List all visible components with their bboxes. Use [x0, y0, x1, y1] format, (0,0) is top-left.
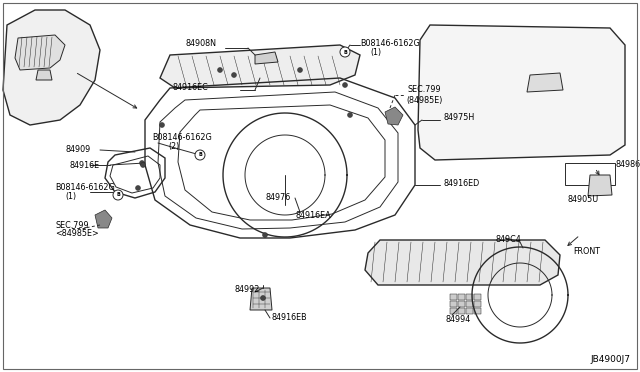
Text: 84916E: 84916E [70, 160, 100, 170]
Bar [458, 301, 465, 307]
Polygon shape [385, 107, 403, 125]
Text: B08146-6162G: B08146-6162G [55, 183, 115, 192]
Circle shape [140, 160, 145, 166]
Circle shape [348, 112, 353, 118]
Polygon shape [95, 210, 112, 228]
Text: (1): (1) [370, 48, 381, 57]
Text: 84909: 84909 [65, 145, 90, 154]
Text: 84905U: 84905U [568, 196, 599, 205]
Polygon shape [255, 52, 278, 64]
Text: <84985E>: <84985E> [55, 230, 99, 238]
Text: 849C4: 849C4 [495, 235, 521, 244]
Text: 84916EA: 84916EA [295, 211, 331, 219]
Bar [458, 308, 465, 314]
Text: 84976: 84976 [266, 193, 291, 202]
Text: FRONT: FRONT [573, 247, 600, 257]
Text: 84992: 84992 [235, 285, 260, 295]
Bar [474, 294, 481, 300]
Circle shape [262, 232, 268, 237]
Text: 84908N: 84908N [186, 39, 217, 48]
Text: SEC.799: SEC.799 [408, 86, 442, 94]
Circle shape [342, 83, 348, 87]
Bar [466, 308, 473, 314]
Circle shape [113, 190, 123, 200]
Polygon shape [365, 240, 560, 285]
Text: 84975H: 84975H [443, 113, 474, 122]
Circle shape [195, 150, 205, 160]
Text: JB4900J7: JB4900J7 [590, 355, 630, 364]
Text: SEC.799: SEC.799 [55, 221, 88, 230]
Polygon shape [15, 35, 65, 70]
Polygon shape [527, 73, 563, 92]
Bar [450, 301, 457, 307]
Polygon shape [3, 10, 100, 125]
Polygon shape [160, 45, 360, 88]
Circle shape [159, 122, 164, 128]
Circle shape [136, 186, 141, 190]
Text: 84916EC: 84916EC [172, 83, 208, 93]
Bar [458, 294, 465, 300]
Polygon shape [418, 25, 625, 160]
Text: 84916ED: 84916ED [443, 179, 479, 187]
Text: B: B [116, 192, 120, 198]
Circle shape [340, 47, 350, 57]
Text: (84985E): (84985E) [406, 96, 442, 105]
Text: 84994: 84994 [445, 315, 470, 324]
Text: B08146-6162G: B08146-6162G [152, 134, 212, 142]
Bar [450, 308, 457, 314]
Bar [466, 294, 473, 300]
Bar [565, 163, 615, 185]
Polygon shape [250, 288, 272, 310]
Circle shape [218, 67, 223, 73]
Polygon shape [588, 175, 612, 196]
Circle shape [141, 163, 145, 167]
Polygon shape [36, 70, 52, 80]
Text: B: B [343, 49, 347, 55]
Bar [450, 294, 457, 300]
Text: (1): (1) [65, 192, 76, 202]
Text: (2): (2) [168, 142, 179, 151]
Text: B08146-6162G: B08146-6162G [360, 39, 420, 48]
Text: B: B [198, 153, 202, 157]
Circle shape [232, 73, 237, 77]
Circle shape [298, 67, 303, 73]
Bar [474, 301, 481, 307]
Text: 84986QA: 84986QA [615, 160, 640, 170]
Bar [466, 301, 473, 307]
Circle shape [260, 295, 266, 301]
Bar [474, 308, 481, 314]
Text: 84916EB: 84916EB [272, 314, 308, 323]
